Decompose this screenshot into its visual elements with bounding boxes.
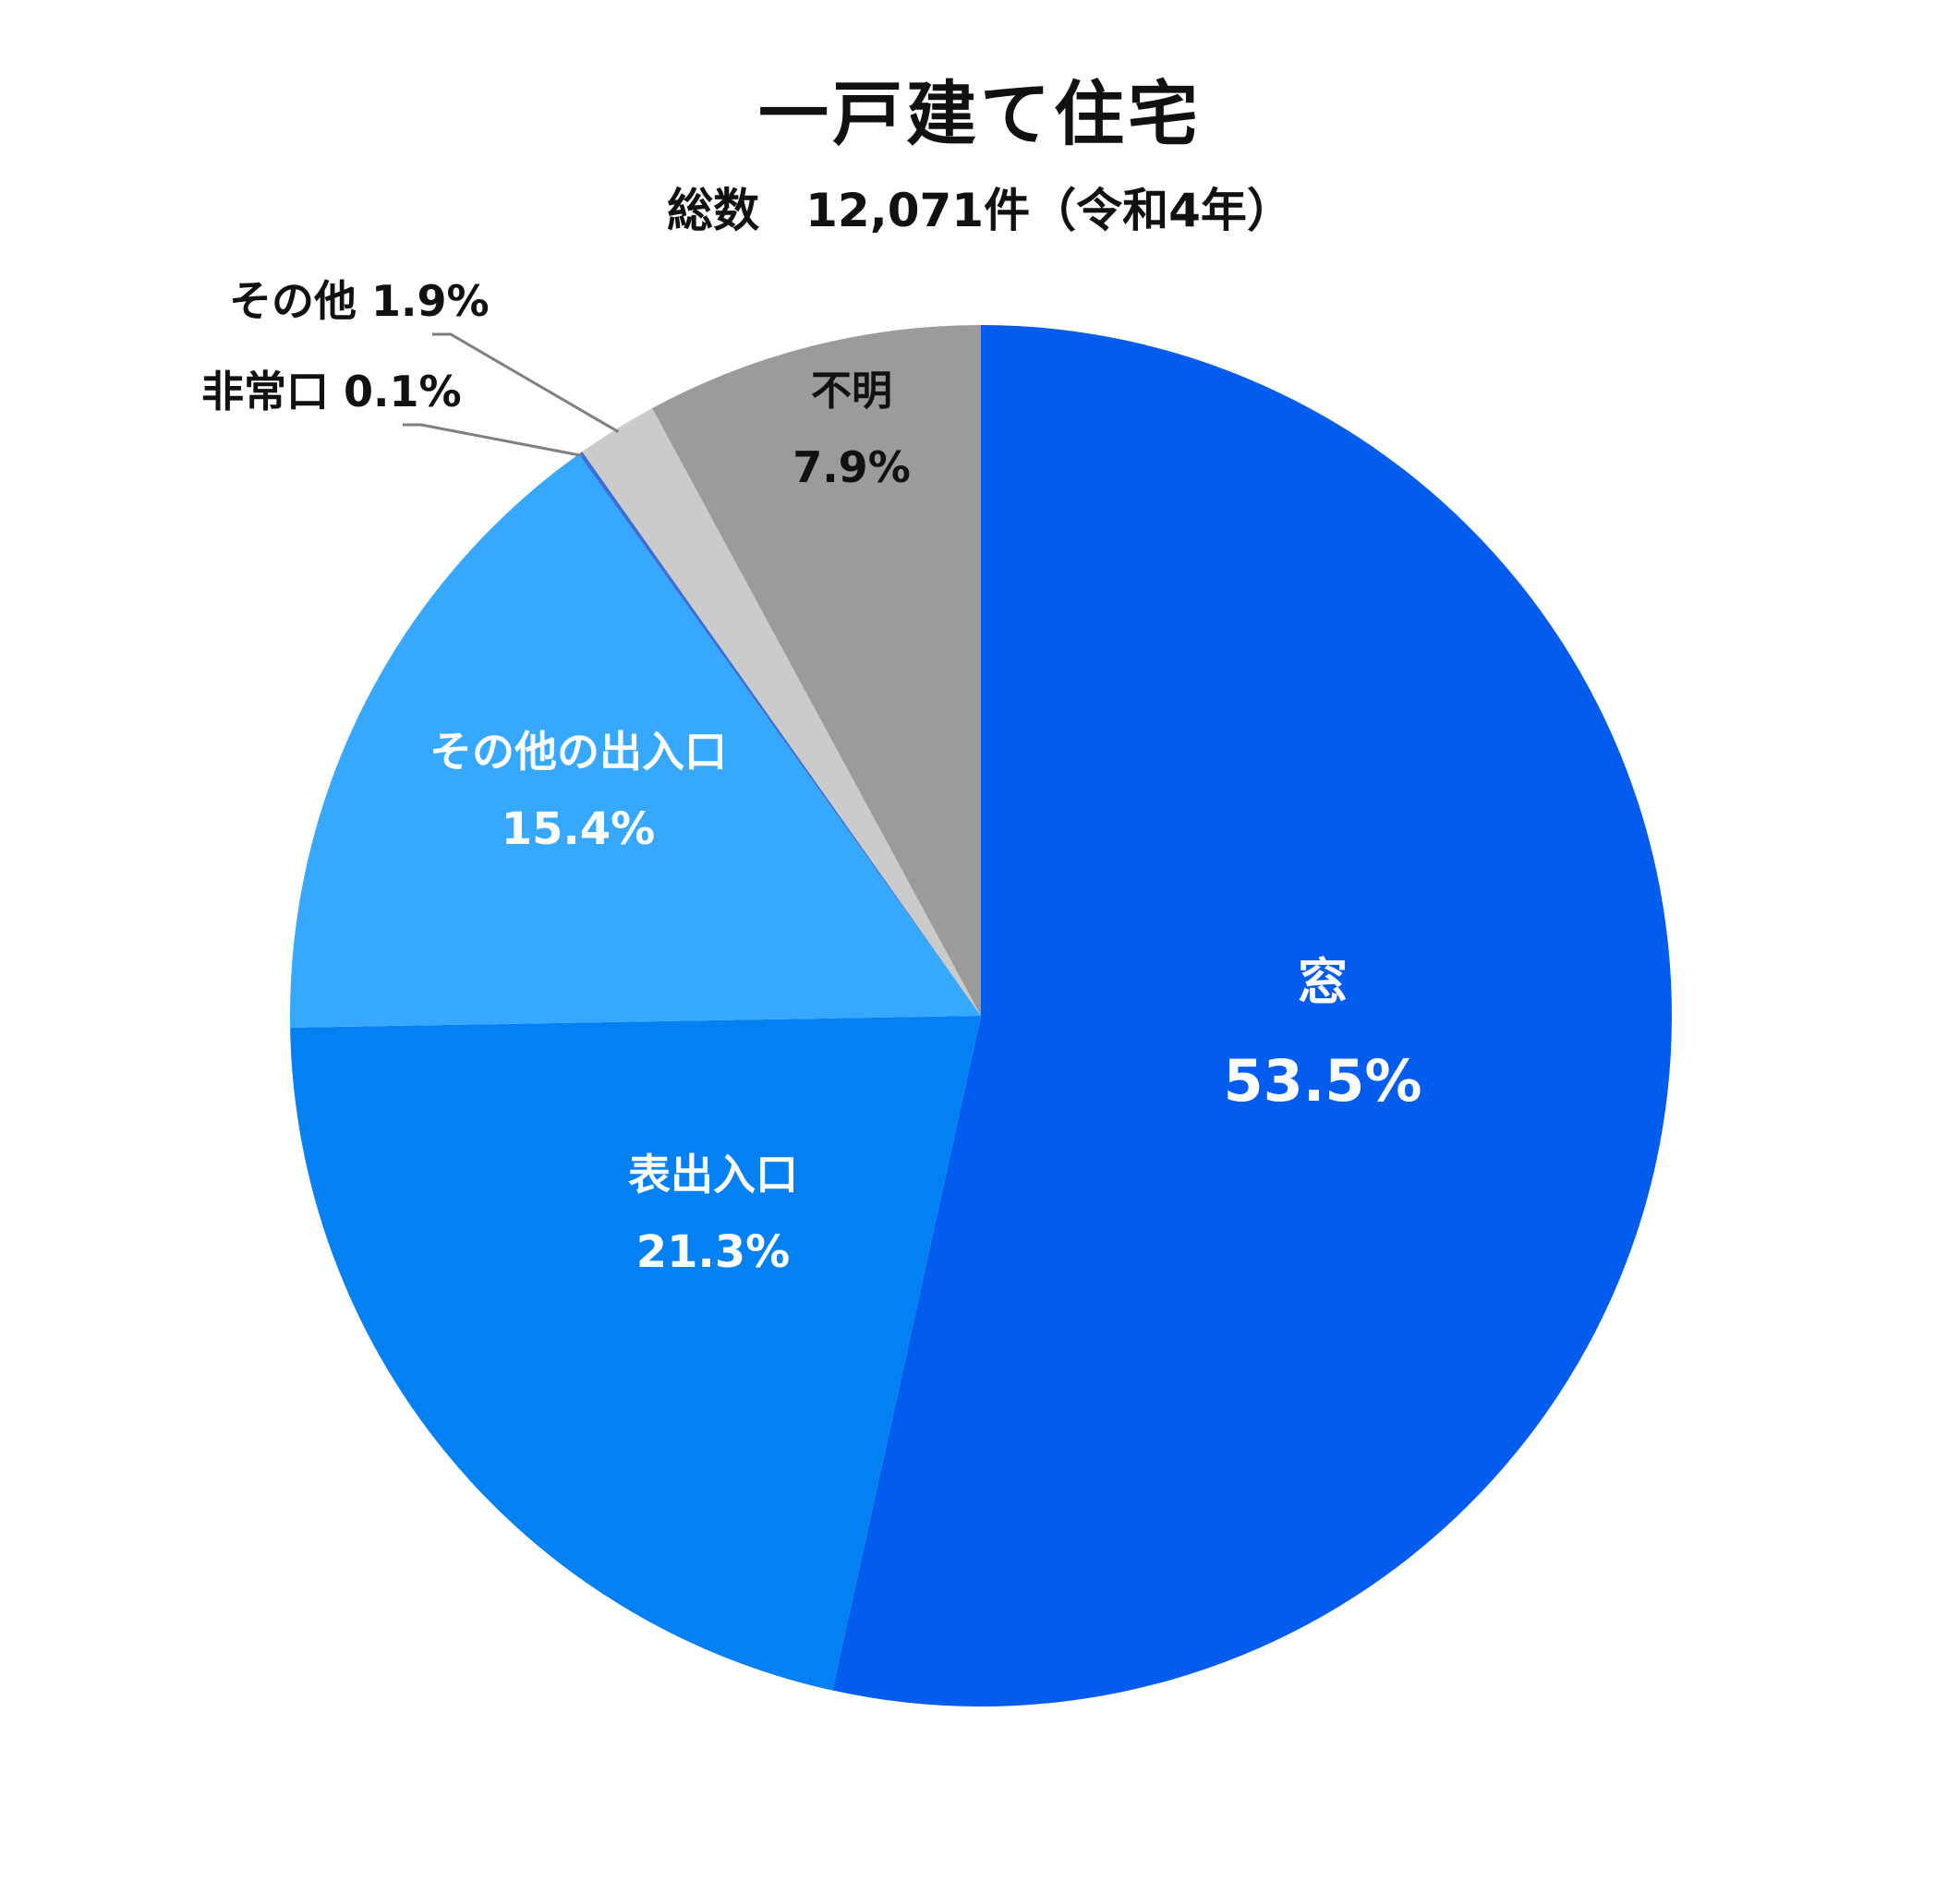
pie-labels: 窓 53.5% 表出入口 21.3% その他の出入口 15.4% 非常口 0.1% その他 1… — [201, 276, 1422, 1278]
slice-label-表出入口: 表出入口 — [628, 1150, 798, 1200]
slice-name-非常口: 非常口 — [201, 367, 344, 416]
slice-非常口 — [578, 452, 981, 1016]
slice-表出入口 — [290, 1016, 981, 1691]
slice-value-その他の出入口: 15.4% — [502, 803, 656, 855]
slice-窓 — [832, 325, 1672, 1706]
chart-subtitle: 総数 12,071件（令和4年） — [667, 184, 1293, 237]
pie-slices — [289, 325, 1672, 1706]
slice-label-窓: 窓 — [1298, 953, 1348, 1011]
slice-value-その他: 1.9% — [371, 276, 490, 326]
slice-その他の出入口 — [289, 453, 982, 1028]
leader-line-その他 — [432, 332, 620, 433]
slice-その他 — [582, 408, 981, 1017]
slice-value-非常口: 0.1% — [344, 367, 462, 416]
slice-value-不明: 7.9% — [792, 442, 911, 492]
slice-value-窓: 53.5% — [1223, 1047, 1422, 1115]
leader-line-非常口 — [403, 423, 583, 457]
slice-label-不明: 不明 — [811, 368, 892, 415]
slice-name-その他: その他 — [229, 276, 371, 326]
slice-label-その他: その他 1.9% — [229, 276, 490, 326]
slice-label-非常口: 非常口 0.1% — [201, 367, 462, 416]
slice-不明 — [652, 325, 981, 1016]
slice-value-表出入口: 21.3% — [636, 1226, 791, 1278]
chart-title: 一戸建て住宅 — [758, 73, 1202, 155]
slice-label-その他の出入口: その他の出入口 — [430, 727, 727, 777]
